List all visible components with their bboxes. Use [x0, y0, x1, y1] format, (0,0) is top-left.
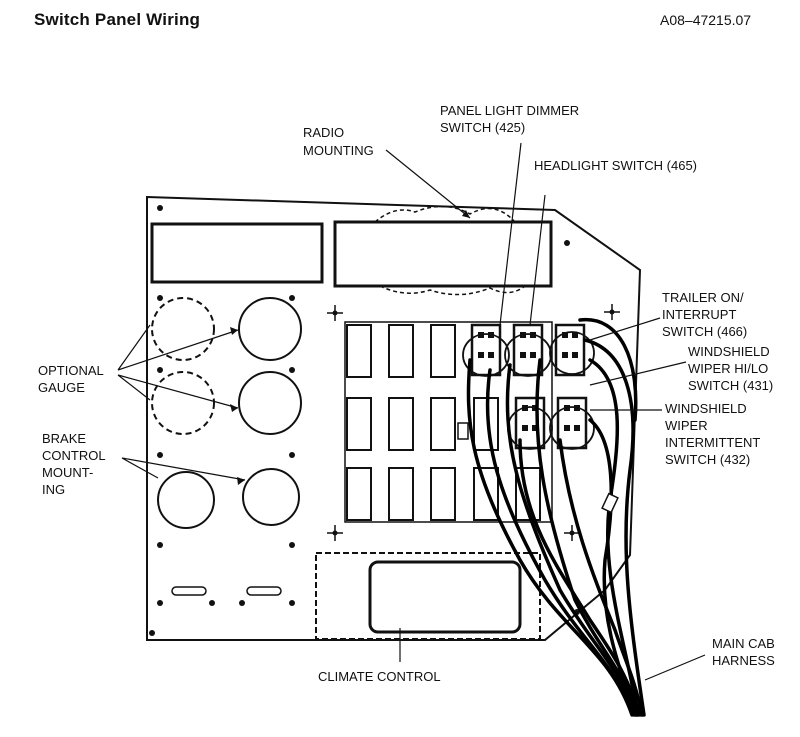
label-line: GAUGE — [38, 380, 85, 395]
optional-gauge — [151, 371, 215, 435]
label-trailer-switch: TRAILER ON/ INTERRUPT SWITCH (466) — [662, 290, 747, 339]
switch-blank — [430, 324, 456, 378]
label-line: OPTIONAL — [38, 363, 104, 378]
switch-blank — [515, 467, 541, 521]
label-line: WINDSHIELD — [688, 344, 770, 359]
label-radio-mounting: RADIO MOUNTING — [303, 125, 374, 158]
label-line: SWITCH (466) — [662, 324, 747, 339]
wiper-intermittent-switch — [556, 396, 588, 450]
optional-gauge — [238, 371, 302, 435]
slot — [246, 586, 282, 596]
label-wiper-hilo: WINDSHIELD WIPER HI/LO SWITCH (431) — [688, 344, 773, 393]
brake-control-mount — [242, 468, 300, 526]
label-line: HARNESS — [712, 653, 775, 668]
label-line: MOUNT- — [42, 465, 93, 480]
optional-gauge — [238, 297, 302, 361]
label-line: ING — [42, 482, 65, 497]
headlight-switch — [512, 323, 544, 377]
label-line: CONTROL — [42, 448, 105, 463]
label-line: PANEL LIGHT DIMMER — [440, 103, 579, 118]
label-wiper-intermittent: WINDSHIELD WIPER INTERMITTENT SWITCH (43… — [665, 401, 764, 467]
slot — [171, 586, 207, 596]
label-line: WIPER — [665, 418, 708, 433]
label-line: MAIN CAB — [712, 636, 775, 651]
label-line: WIPER HI/LO — [688, 361, 768, 376]
label-main-cab-harness: MAIN CAB HARNESS — [712, 636, 778, 668]
label-line: RADIO — [303, 125, 344, 140]
wiper-hilo-switch — [514, 396, 546, 450]
label-brake-control: BRAKE CONTROL MOUNT- ING — [42, 431, 109, 497]
switch-blank — [388, 324, 414, 378]
climate-control-inner — [368, 560, 522, 634]
label-headlight-switch: HEADLIGHT SWITCH (465) — [534, 158, 697, 173]
label-line: TRAILER ON/ — [662, 290, 744, 305]
label-line: MOUNTING — [303, 143, 374, 158]
panel-light-dimmer-switch — [470, 323, 502, 377]
switch-blank — [388, 467, 414, 521]
top-left-blank — [150, 222, 324, 284]
switch-blank — [346, 397, 372, 451]
switch-blank — [346, 324, 372, 378]
label-line: INTERMITTENT — [665, 435, 760, 450]
switch-blank — [346, 467, 372, 521]
figure-code: A08–47215.07 — [660, 12, 752, 28]
label-line: INTERRUPT — [662, 307, 736, 322]
label-line: BRAKE — [42, 431, 86, 446]
diagram-title: Switch Panel Wiring — [34, 10, 201, 29]
climate-control-outer — [315, 552, 541, 640]
label-line: SWITCH (431) — [688, 378, 773, 393]
label-climate-control: CLIMATE CONTROL — [318, 669, 441, 684]
label-optional-gauge: OPTIONAL GAUGE — [38, 363, 107, 395]
label-line: SWITCH (425) — [440, 120, 525, 135]
label-line: HEADLIGHT SWITCH (465) — [534, 158, 697, 173]
switch-blank — [430, 397, 456, 451]
optional-gauge — [151, 297, 215, 361]
switch-blank — [430, 467, 456, 521]
label-line: WINDSHIELD — [665, 401, 747, 416]
switch-blank — [473, 467, 499, 521]
brake-control-mount — [157, 471, 215, 529]
radio-mounting-rect — [333, 220, 553, 288]
label-line: SWITCH (432) — [665, 452, 750, 467]
switch-panel-outline — [146, 195, 642, 641]
label-line: CLIMATE CONTROL — [318, 669, 441, 684]
trailer-interrupt-switch — [554, 323, 586, 377]
label-panel-light-dimmer: PANEL LIGHT DIMMER SWITCH (425) — [440, 103, 583, 135]
switch-blank — [388, 397, 414, 451]
